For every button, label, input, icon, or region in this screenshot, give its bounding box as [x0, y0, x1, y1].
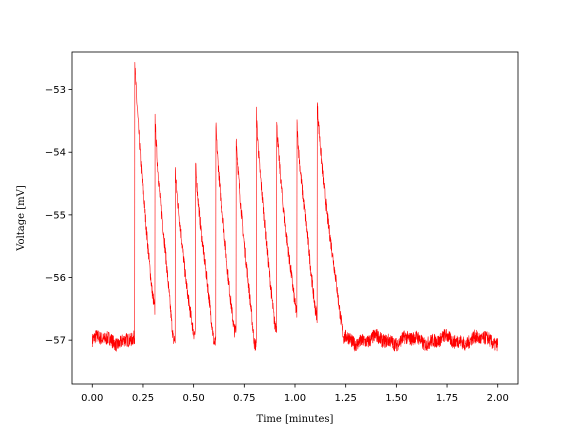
x-tick-label: 1.00 [284, 393, 306, 404]
y-axis-label: Voltage [mV] [16, 185, 27, 252]
x-tick-label: 0.00 [81, 393, 103, 404]
y-tick-label: −55 [45, 210, 66, 221]
x-tick-label: 0.75 [233, 393, 255, 404]
x-tick-label: 1.50 [385, 393, 407, 404]
voltage-trace [91, 61, 499, 352]
plot-background [72, 52, 518, 384]
y-tick-label: −53 [45, 85, 66, 96]
x-tick-label: 0.50 [183, 393, 205, 404]
y-axis-ticks: −57 −56 −55 −54 −53 [45, 85, 72, 347]
x-tick-label: 1.75 [436, 393, 458, 404]
y-tick-label: −57 [45, 336, 66, 347]
x-axis-ticks: 0.00 0.25 0.50 0.75 1.00 1.25 1.50 1.75 2.00 [81, 384, 509, 404]
x-axis-label: Time [minutes] [257, 414, 334, 425]
x-tick-label: 1.25 [335, 393, 357, 404]
x-tick-label: 2.00 [487, 393, 509, 404]
x-tick-label: 0.25 [132, 393, 154, 404]
y-tick-label: −54 [45, 148, 66, 159]
y-tick-label: −56 [45, 273, 66, 284]
